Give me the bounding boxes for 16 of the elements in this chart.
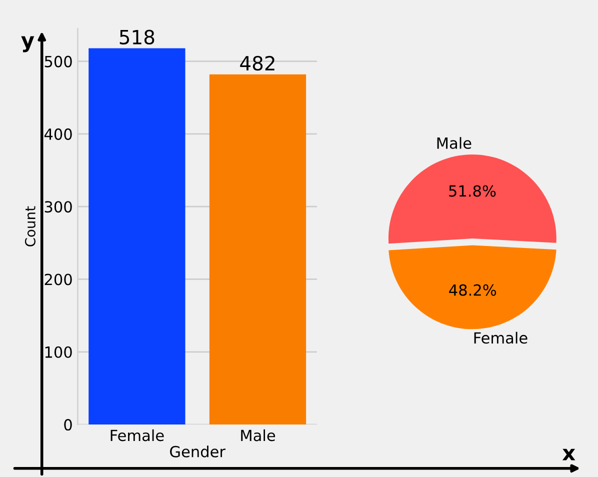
x-axis-title: Gender xyxy=(170,446,226,458)
y-tick-label: 200 xyxy=(44,274,72,286)
data-label: 48.2% xyxy=(449,284,496,296)
y-tick-label: 500 xyxy=(44,56,72,68)
y-tick-label: 100 xyxy=(45,346,72,358)
y-tick-label: 400 xyxy=(44,128,72,140)
slice-label: Male xyxy=(437,137,472,149)
y-axis-title: Count xyxy=(24,206,36,246)
text: y xyxy=(21,36,34,52)
data-label: 482 xyxy=(240,56,274,71)
y-tick-label: 0 xyxy=(64,418,72,431)
y-tick-label: 300 xyxy=(44,201,72,213)
text: x xyxy=(562,448,576,460)
slice-label: Female xyxy=(474,332,528,344)
data-label: 518 xyxy=(120,30,154,44)
data-label: 51.8% xyxy=(449,185,496,197)
